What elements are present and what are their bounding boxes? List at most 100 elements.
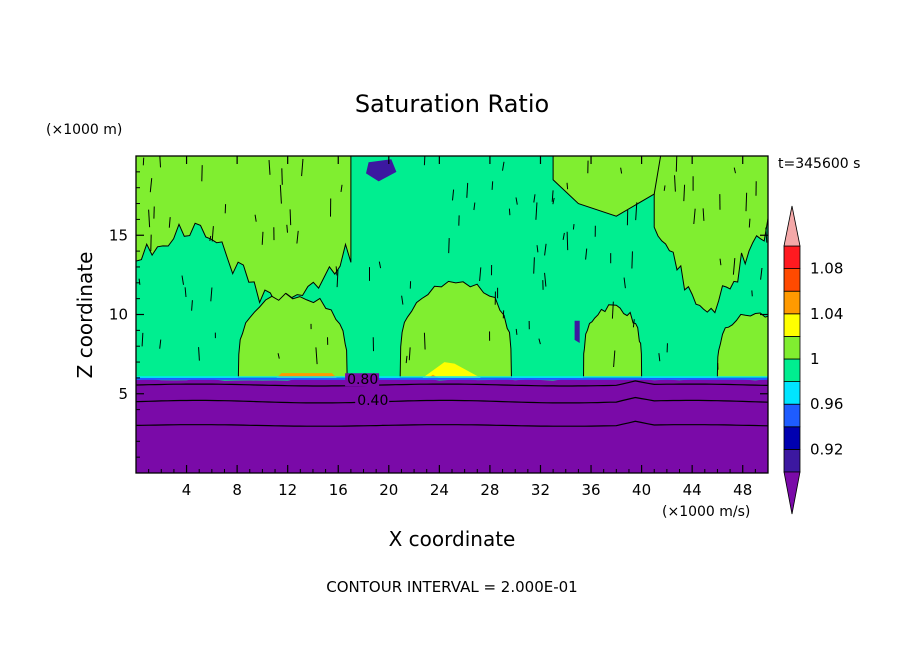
x-tick-label: 8 bbox=[232, 481, 242, 499]
contour-squiggle bbox=[760, 267, 763, 280]
x-tick-label: 32 bbox=[531, 481, 550, 499]
contour-squiggle bbox=[693, 208, 696, 225]
x-tick-label: 44 bbox=[683, 481, 702, 499]
contour-squiggle bbox=[719, 258, 722, 266]
contour-squiggle bbox=[613, 350, 616, 368]
contour-label-bg bbox=[355, 393, 390, 407]
y-tick-label: 5 bbox=[118, 385, 128, 403]
x-tick-label: 4 bbox=[182, 481, 192, 499]
contour-squiggle bbox=[405, 355, 408, 364]
contour-squiggle bbox=[168, 217, 171, 228]
colorbar-label: 1 bbox=[810, 350, 820, 368]
contour-squiggle bbox=[552, 197, 555, 205]
x-axis-label: X coordinate bbox=[389, 527, 516, 551]
contour-squiggle bbox=[533, 257, 535, 274]
colorbar-swatch bbox=[783, 426, 801, 450]
colorbar-swatch bbox=[783, 448, 801, 473]
contour-squiggle bbox=[296, 230, 299, 244]
contour-squiggle bbox=[423, 332, 426, 350]
contour-squiggle bbox=[674, 175, 676, 192]
colorbar-label: 0.96 bbox=[810, 395, 843, 413]
contour-squiggle bbox=[210, 287, 213, 302]
chart-title: Saturation Ratio bbox=[355, 90, 549, 118]
contour-squiggle bbox=[159, 339, 162, 349]
contour-squiggle bbox=[515, 197, 518, 205]
contour-squiggle bbox=[491, 181, 494, 190]
region-lower-layer bbox=[136, 378, 768, 473]
contour-squiggle bbox=[279, 184, 282, 204]
contour-label-1: 0.40 bbox=[357, 393, 388, 409]
contour-squiggle bbox=[502, 161, 505, 171]
contour-label-bg bbox=[345, 373, 380, 387]
contour-squiggle bbox=[286, 224, 288, 233]
contour-squiggle bbox=[473, 202, 476, 211]
contour-squiggle bbox=[254, 214, 257, 222]
contour-squiggle bbox=[544, 272, 547, 287]
contour-squiggle bbox=[336, 269, 339, 288]
contour-squiggle bbox=[335, 266, 338, 276]
region-upper-left bbox=[136, 156, 352, 309]
x-tick-label: 40 bbox=[632, 481, 651, 499]
contour-squiggle bbox=[141, 332, 144, 347]
contour-squiggle bbox=[408, 347, 411, 361]
contour-squiggle bbox=[277, 353, 280, 359]
contour-squiggle bbox=[702, 208, 705, 221]
y-unit-label: (×1000 m) bbox=[46, 122, 122, 138]
contour-squiggle bbox=[733, 167, 736, 174]
x-tick-label: 24 bbox=[430, 481, 449, 499]
contour-squiggle bbox=[620, 167, 623, 174]
contour-squiggle bbox=[401, 295, 404, 305]
contour-squiggle bbox=[658, 353, 661, 362]
colorbar-swatch bbox=[783, 268, 801, 292]
contour-squiggle bbox=[611, 301, 614, 319]
contour-squiggle bbox=[745, 192, 748, 212]
contour-line-080 bbox=[136, 380, 768, 387]
colorbar-swatch bbox=[783, 245, 801, 270]
contour-squiggle bbox=[663, 185, 666, 191]
region-cell-4 bbox=[716, 312, 768, 379]
saturation-field bbox=[136, 156, 768, 473]
y-axis-label: Z coordinate bbox=[73, 252, 97, 379]
contour-line-000 bbox=[136, 420, 768, 427]
contour-squiggle bbox=[536, 245, 539, 253]
colorbar-swatch bbox=[783, 335, 801, 360]
colorbar-swatch bbox=[783, 403, 801, 428]
contour-squiggle bbox=[515, 328, 518, 335]
y-tick-label: 10 bbox=[109, 306, 128, 324]
contour-squiggle bbox=[211, 226, 214, 242]
contour-squiggle bbox=[572, 224, 575, 230]
contour-squiggle bbox=[466, 182, 469, 198]
contour-squiggle bbox=[191, 300, 193, 311]
colorbar: 0.92 0.96 1 1.04 1.08 bbox=[783, 205, 843, 515]
region-patch-yellow bbox=[420, 362, 484, 380]
contour-squiggle bbox=[149, 178, 153, 193]
colorbar-swatch bbox=[783, 358, 801, 383]
y-tick-label: 15 bbox=[109, 226, 128, 244]
contour-squiggle bbox=[289, 209, 292, 226]
region-blob-mid bbox=[574, 320, 580, 343]
contour-squiggle bbox=[562, 232, 565, 240]
x-tick-label: 12 bbox=[278, 481, 297, 499]
x-unit-label: (×1000 m/s) bbox=[662, 504, 750, 520]
contour-squiggle bbox=[631, 251, 633, 269]
contour-squiggle bbox=[732, 258, 736, 275]
contour-squiggle bbox=[535, 202, 538, 220]
contour-squiggle bbox=[585, 248, 588, 260]
contour-squiggle bbox=[198, 347, 200, 361]
region-upper-mid bbox=[552, 156, 662, 217]
contour-squiggle bbox=[159, 156, 161, 168]
contour-squiggle bbox=[623, 277, 626, 289]
x-tick-label: 36 bbox=[581, 481, 600, 499]
time-label: t=345600 s bbox=[778, 156, 860, 172]
contour-squiggle bbox=[261, 231, 264, 245]
colorbar-label: 0.92 bbox=[810, 440, 843, 458]
contour-squiggle bbox=[315, 347, 318, 365]
contour-squiggle bbox=[683, 184, 686, 202]
x-tick-label: 48 bbox=[733, 481, 752, 499]
contour-squiggle bbox=[209, 235, 212, 241]
x-tick-label: 20 bbox=[379, 481, 398, 499]
colorbar-label: 1.08 bbox=[810, 260, 843, 278]
y-axis-ticks: 5 10 15 bbox=[109, 171, 768, 458]
contour-squiggle bbox=[566, 231, 569, 251]
contour-squiggle bbox=[378, 261, 382, 269]
